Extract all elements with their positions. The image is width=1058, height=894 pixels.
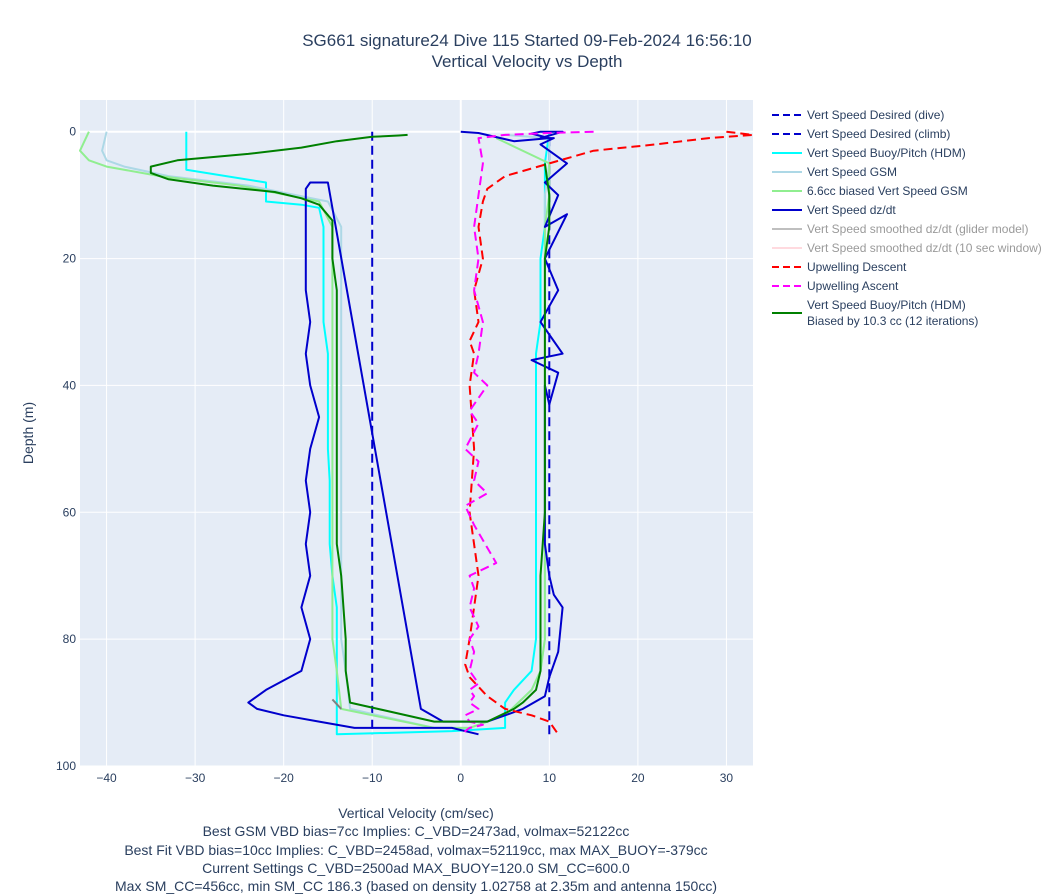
note-gsm-bias: Best GSM VBD bias=7cc Implies: C_VBD=247… [203,823,630,839]
series-line-6 [331,698,342,710]
legend-item-0[interactable]: Vert Speed Desired (dive) [772,108,944,122]
series-line-2 [185,131,551,736]
legend-label: Biased by 10.3 cc (12 iterations) [807,314,978,328]
x-tick-label: 0 [457,771,464,785]
legend-item-6[interactable]: Vert Speed smoothed dz/dt (glider model) [772,222,1028,236]
x-tick-label: −40 [96,771,117,785]
chart-title: SG661 signature24 Dive 115 Started 09-Fe… [302,31,752,50]
legend[interactable]: Vert Speed Desired (dive) Vert Speed Desi… [772,108,1042,328]
legend-item-7[interactable]: Vert Speed smoothed dz/dt (10 sec window… [772,241,1042,255]
legend-label: Vert Speed GSM [807,165,897,179]
legend-item-9[interactable]: Upwelling Ascent [772,279,899,293]
x-tick-label: −20 [273,771,294,785]
x-tick-label: −10 [362,771,383,785]
legend-label: Vert Speed smoothed dz/dt (10 sec window… [807,241,1042,255]
note-best-fit: Best Fit VBD bias=10cc Implies: C_VBD=24… [124,842,707,858]
series-group [79,130,754,736]
legend-label: Vert Speed Desired (dive) [807,108,944,122]
x-tick-label: 10 [543,771,557,785]
legend-label: Vert Speed smoothed dz/dt (glider model) [807,222,1028,236]
legend-label: Upwelling Descent [807,260,907,274]
y-tick-label: 80 [63,632,77,646]
y-tick-label: 100 [56,759,76,773]
note-max-sm-cc: Max SM_CC=456cc, min SM_CC 186.3 (based … [115,878,717,894]
y-tick-label: 40 [63,378,77,392]
y-tick-label: 20 [63,252,77,266]
y-tick-label: 60 [63,505,77,519]
legend-item-10[interactable]: Vert Speed Buoy/Pitch (HDM) Biased by 10.… [772,298,978,328]
legend-label: Vert Speed dz/dt [807,203,896,217]
x-tick-label: 20 [631,771,645,785]
legend-label: 6.6cc biased Vert Speed GSM [807,184,968,198]
series-line-9 [464,130,594,736]
y-axis-label: Depth (m) [20,402,36,464]
legend-label: Vert Speed Buoy/Pitch (HDM) [807,146,966,160]
legend-label: Upwelling Ascent [807,279,899,293]
tick-labels: −40 −30 −20 −10 0 10 20 30 0 20 40 60 80 100 [56,125,733,785]
legend-item-4[interactable]: 6.6cc biased Vert Speed GSM [772,184,968,198]
x-axis-label: Vertical Velocity (cm/sec) [338,805,494,821]
series-line-8 [464,130,754,735]
x-tick-label: 30 [720,771,734,785]
legend-item-5[interactable]: Vert Speed dz/dt [772,203,896,217]
legend-item-2[interactable]: Vert Speed Buoy/Pitch (HDM) [772,146,966,160]
chart-subtitle: Vertical Velocity vs Depth [432,52,623,71]
legend-label: Vert Speed Buoy/Pitch (HDM) [807,298,966,312]
y-tick-label: 0 [69,125,76,139]
legend-item-1[interactable]: Vert Speed Desired (climb) [772,127,950,141]
legend-item-3[interactable]: Vert Speed GSM [772,165,897,179]
note-current-settings: Current Settings C_VBD=2500ad MAX_BUOY=1… [202,860,630,876]
plot-area [80,100,753,766]
series-line-10 [149,133,551,723]
legend-label: Vert Speed Desired (climb) [807,127,950,141]
x-tick-label: −30 [185,771,206,785]
legend-item-8[interactable]: Upwelling Descent [772,260,907,274]
